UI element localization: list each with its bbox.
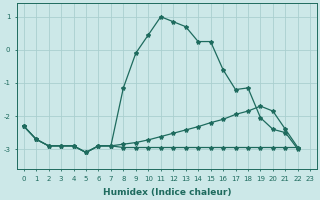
X-axis label: Humidex (Indice chaleur): Humidex (Indice chaleur) (103, 188, 231, 197)
